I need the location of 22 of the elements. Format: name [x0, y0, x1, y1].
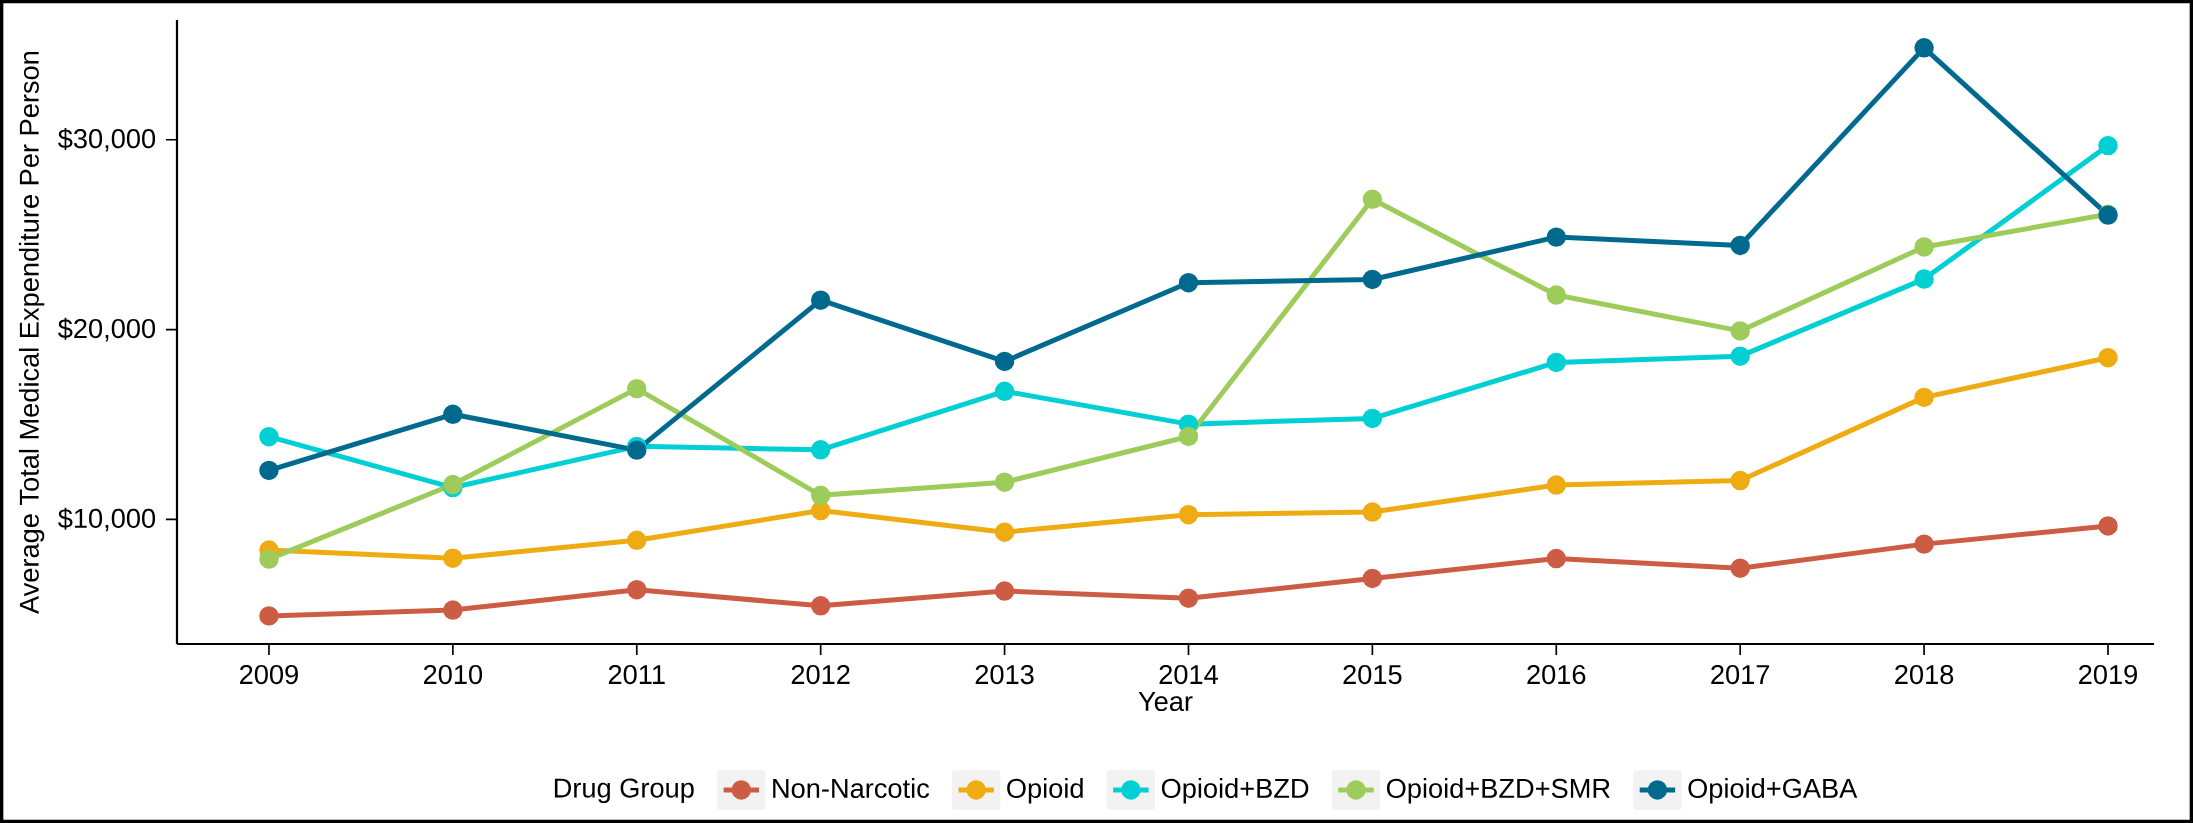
y-tick-label: $20,000	[58, 317, 156, 342]
x-tick-label: 2014	[1159, 664, 1218, 685]
x-tick-label: 2011	[608, 664, 665, 685]
legend-label: Opioid+BZD	[1161, 778, 1309, 804]
x-tick-label: 2010	[423, 664, 483, 685]
x-tick-label: 2012	[791, 664, 850, 685]
legend-label: Non-Narcotic	[773, 778, 930, 799]
legend-label: Opioid	[1007, 778, 1083, 804]
x-tick-label: 2018	[1895, 664, 1954, 685]
legend-label: Opioid+BZD+SMR	[1386, 778, 1610, 804]
x-tick-label: 2013	[975, 664, 1034, 685]
y-tick-label: $10,000	[58, 507, 156, 532]
y-tick-label: $30,000	[58, 127, 156, 152]
legend-label: Opioid+GABA	[1688, 778, 1858, 804]
x-tick-label: 2009	[240, 664, 298, 685]
x-tick-label: 2017	[1711, 664, 1770, 685]
legend-title: Drug Group	[554, 778, 694, 804]
x-tick-label: 2019	[2079, 664, 2137, 685]
y-axis-title: Average Total Medical Expenditure Per Person	[18, 51, 45, 614]
x-axis-title: Year	[1138, 692, 1193, 712]
x-tick-label: 2015	[1343, 664, 1402, 685]
x-tick-label: 2016	[1527, 664, 1586, 685]
